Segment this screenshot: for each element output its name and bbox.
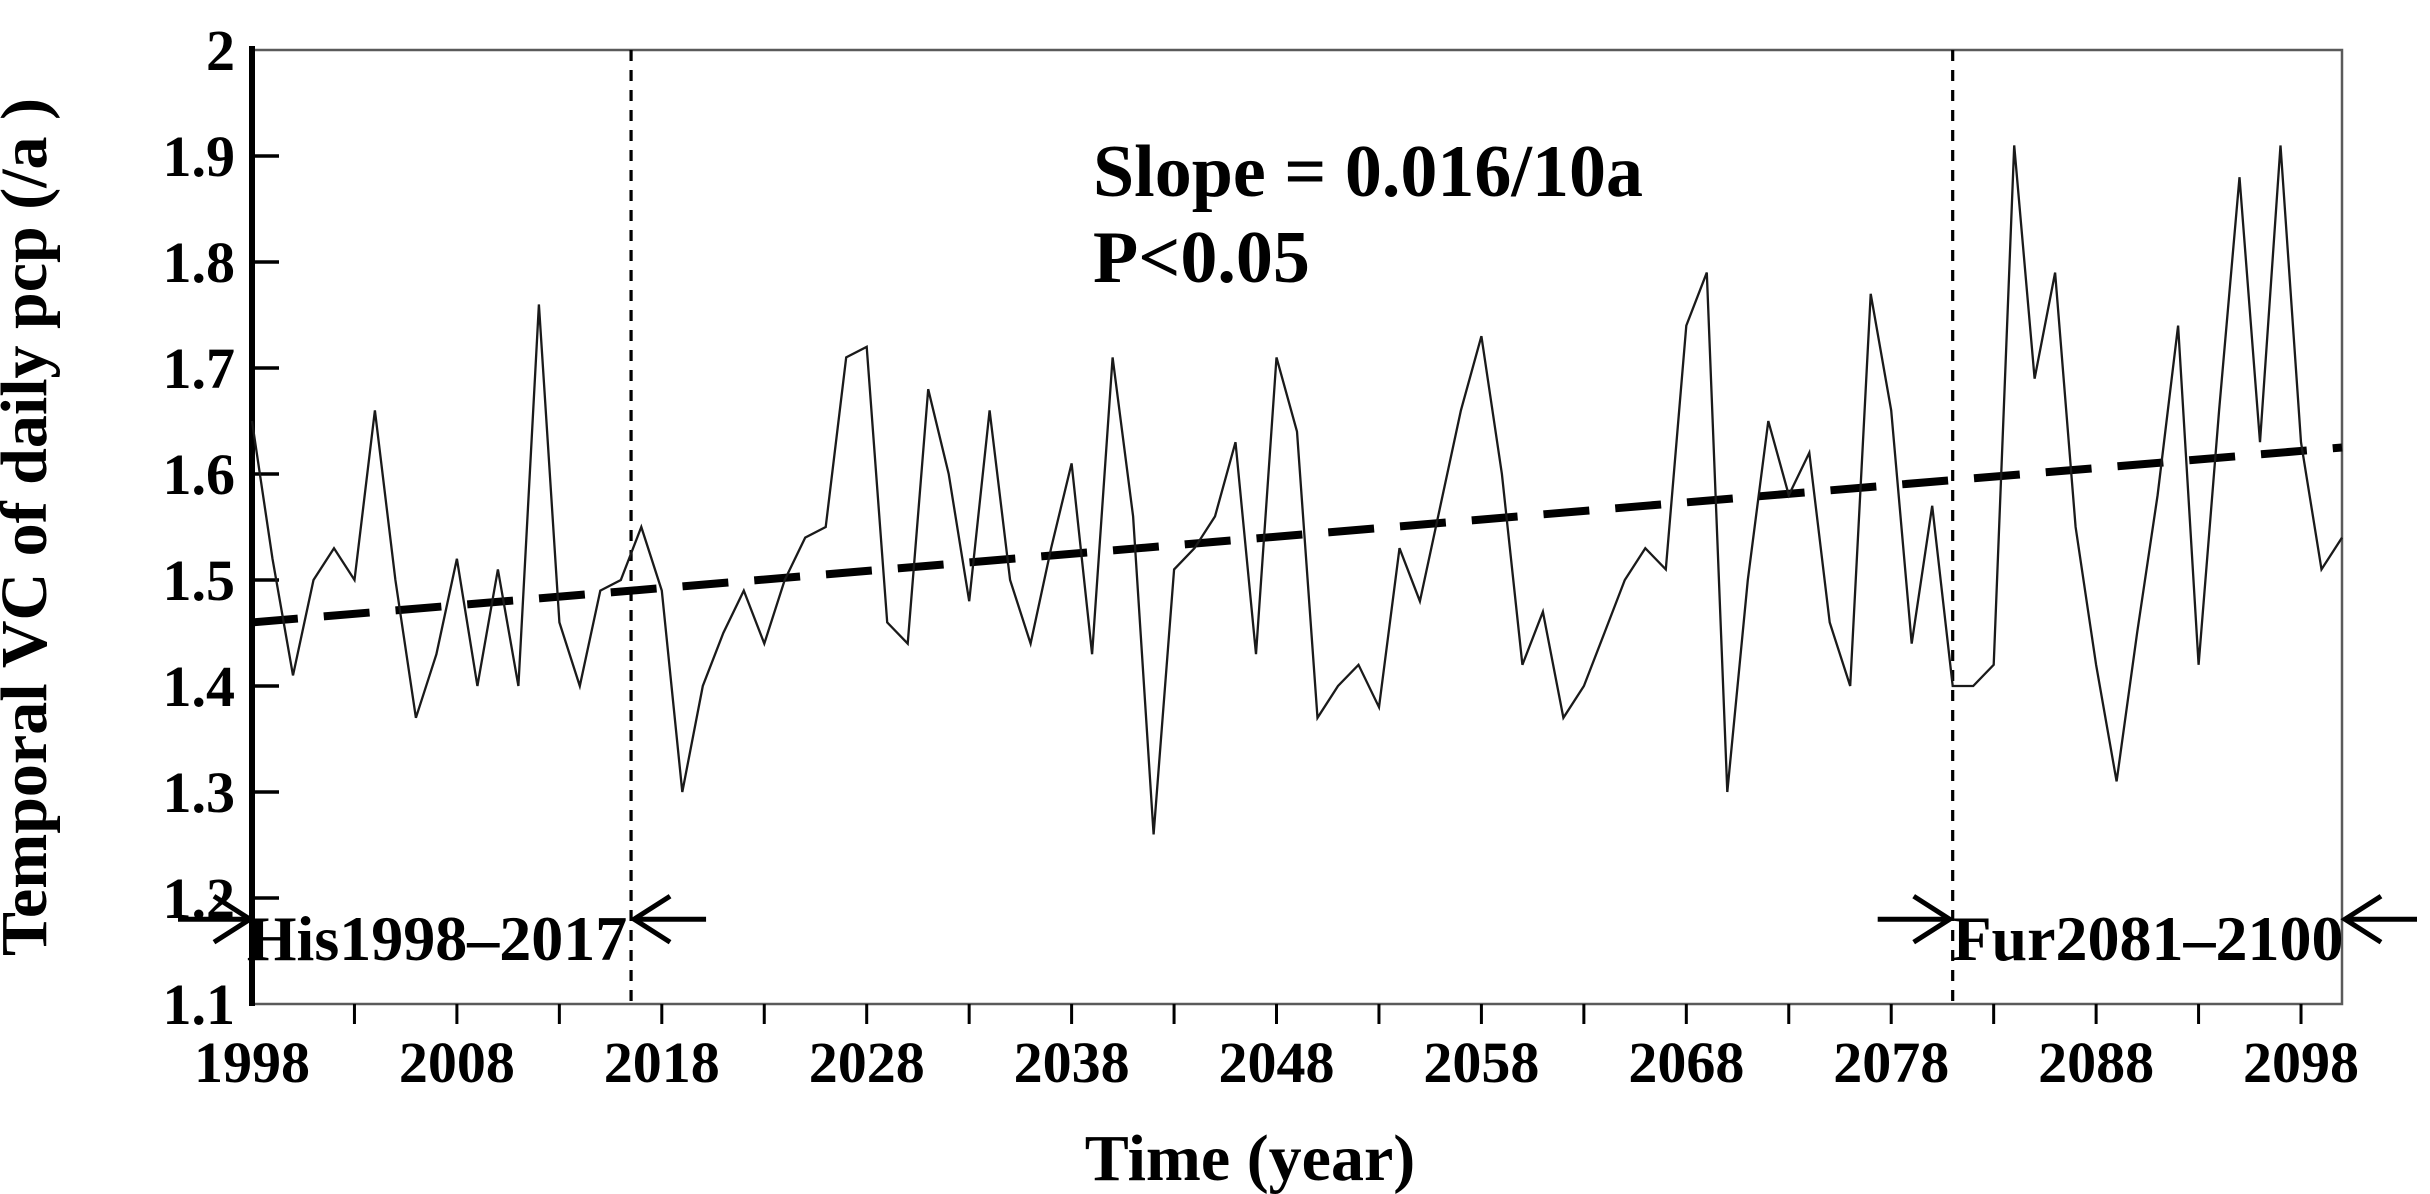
x-tick-label: 1998 — [194, 1030, 310, 1095]
x-tick-label: 2038 — [1014, 1030, 1130, 1095]
y-tick-label: 1.3 — [163, 760, 236, 825]
y-tick-label: 1.5 — [163, 548, 236, 613]
fur-right-arrow-icon-head — [2340, 894, 2383, 945]
region-label-his: His1998–2017 — [247, 903, 627, 974]
x-tick-label: 2088 — [2038, 1030, 2154, 1095]
y-tick-label: 2 — [206, 18, 235, 83]
y-tick-label: 1.1 — [163, 972, 236, 1037]
x-tick-label: 2048 — [1219, 1030, 1335, 1095]
y-tick-label: 1.7 — [163, 336, 236, 401]
x-axis-title: Time (year) — [1085, 1122, 1415, 1194]
y-tick-label: 1.8 — [163, 230, 236, 295]
his-left-arrow-icon-head — [212, 894, 255, 945]
y-tick-label: 1.9 — [163, 124, 236, 189]
pcp-series-line — [250, 145, 2343, 835]
y-axis-title: Temporal VC of daily pcp (/a ) — [0, 98, 61, 956]
plot-frame — [252, 48, 2344, 1006]
trend-line — [251, 443, 2343, 627]
pvalue-annotation: P<0.05 — [1093, 217, 1310, 299]
x-tick-label: 2018 — [604, 1030, 720, 1095]
region-label-fur: Fur2081–2100 — [1952, 903, 2343, 974]
x-tick-label: 2058 — [1423, 1030, 1539, 1095]
y-tick-label: 1.4 — [163, 654, 236, 719]
y-tick-label: 1.6 — [163, 442, 236, 507]
x-tick-label: 2078 — [1833, 1030, 1949, 1095]
his-right-arrow-icon-head — [629, 894, 672, 945]
x-tick-label: 2028 — [809, 1030, 925, 1095]
x-tick-label: 2098 — [2243, 1030, 2359, 1095]
slope-annotation: Slope = 0.016/10a — [1093, 131, 1643, 213]
fur-left-arrow-icon-head — [1912, 894, 1955, 945]
x-tick-label: 2008 — [399, 1030, 515, 1095]
x-tick-label: 2068 — [1628, 1030, 1744, 1095]
